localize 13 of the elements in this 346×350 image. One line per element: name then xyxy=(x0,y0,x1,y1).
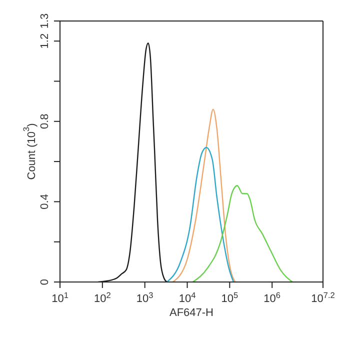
x-tick-label: 10$^{2}$ xyxy=(94,290,112,305)
y-tick-label: 0.4 xyxy=(39,194,51,210)
x-tick-label: 10$^{5}$ xyxy=(221,290,239,305)
y-tick-label: 0 xyxy=(39,278,51,286)
x-tick-label: 10$^{7.2}$ xyxy=(311,290,336,305)
y-tick-label: 1.3 xyxy=(39,13,51,29)
y-tick-label: 0.8 xyxy=(39,114,51,130)
x-tick-label: 10$^{3}$ xyxy=(136,290,154,305)
x-tick-label: 10$^{4}$ xyxy=(178,290,196,305)
x-tick-label: 10$^{1}$ xyxy=(52,290,69,305)
x-tick-label: 10$^{6}$ xyxy=(264,290,281,305)
y-tick-label: 1.2 xyxy=(39,33,51,49)
x-axis-title: AF647-H xyxy=(169,307,214,319)
